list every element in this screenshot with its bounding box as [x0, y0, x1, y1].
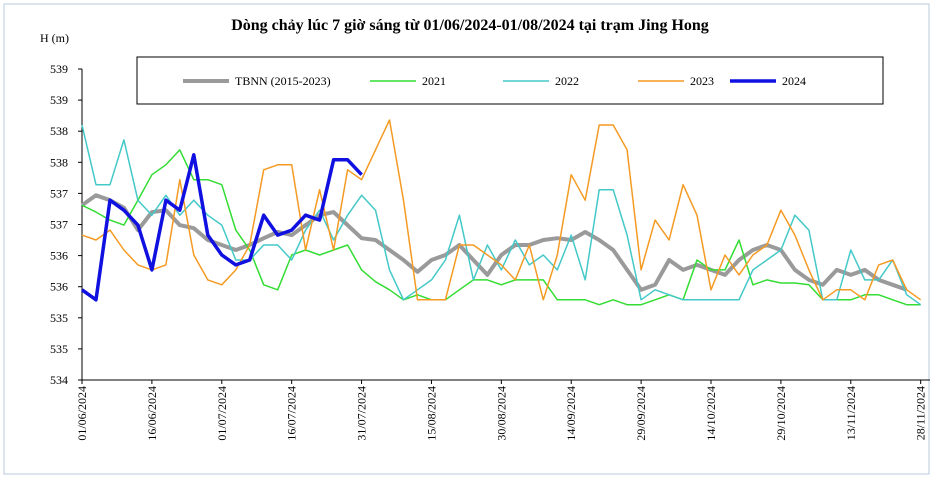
y-tick-label: 538: [50, 124, 68, 138]
legend-label: 2023: [690, 74, 714, 88]
x-tick-label: 16/07/2024: [285, 386, 299, 441]
series-line: [81, 119, 922, 301]
legend-label: 2022: [555, 74, 579, 88]
chart-title: Dòng chảy lúc 7 giờ sáng từ 01/06/2024-0…: [231, 17, 709, 34]
x-tick-label: 14/09/2024: [564, 386, 578, 441]
x-tick-label: 01/06/2024: [75, 386, 89, 441]
x-tick-label: 31/07/2024: [355, 386, 369, 441]
x-tick-label: 01/07/2024: [215, 386, 229, 441]
x-tick-label: 28/11/2024: [914, 386, 928, 440]
legend-label: TBNN (2015-2023): [235, 74, 331, 88]
y-tick-label: 535: [50, 311, 68, 325]
x-tick-label: 30/08/2024: [494, 386, 508, 441]
y-axis-label: H (m): [40, 31, 69, 45]
y-tick-label: 537: [50, 218, 68, 232]
y-tick-label: 539: [50, 62, 68, 76]
y-tick-label: 535: [50, 342, 68, 356]
x-tick-label: 14/10/2024: [704, 386, 718, 441]
legend-label: 2024: [782, 74, 806, 88]
series-line: [80, 193, 908, 292]
y-tick-label: 539: [50, 93, 68, 107]
x-tick-label: 29/10/2024: [774, 386, 788, 441]
series-line: [80, 153, 363, 302]
x-tick-label: 29/09/2024: [634, 386, 648, 441]
legend-label: 2021: [422, 74, 446, 88]
y-tick-label: 536: [50, 280, 68, 294]
y-tick-label: 534: [50, 373, 68, 387]
x-tick-label: 16/06/2024: [145, 386, 159, 441]
series-line: [81, 149, 921, 306]
y-tick-label: 536: [50, 249, 68, 263]
y-tick-label: 537: [50, 186, 68, 200]
y-tick-label: 538: [50, 155, 68, 169]
series-line: [81, 124, 922, 306]
x-tick-label: 13/11/2024: [844, 386, 858, 440]
x-tick-label: 15/08/2024: [424, 386, 438, 441]
